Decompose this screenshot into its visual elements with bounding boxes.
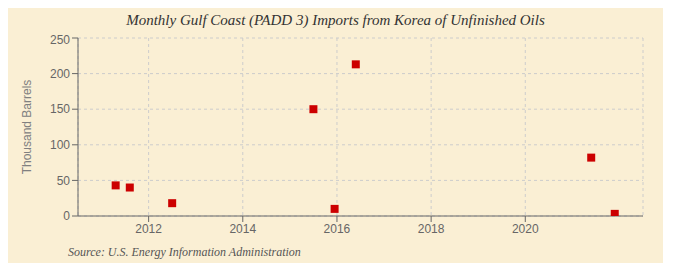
svg-text:100: 100 bbox=[50, 138, 70, 152]
svg-text:0: 0 bbox=[63, 209, 70, 223]
svg-text:2016: 2016 bbox=[324, 222, 351, 236]
svg-text:2020: 2020 bbox=[512, 222, 539, 236]
svg-text:50: 50 bbox=[57, 174, 71, 188]
html-text:Source: U.S. Energy Informatio: Source: U.S. Energy Information Administ… bbox=[68, 245, 301, 259]
svg-text:250: 250 bbox=[50, 33, 70, 47]
svg-text:200: 200 bbox=[50, 67, 70, 81]
svg-text:150: 150 bbox=[50, 102, 70, 116]
svg-text:2014: 2014 bbox=[229, 222, 256, 236]
html-text:Monthly Gulf Coast (PADD 3) Im: Monthly Gulf Coast (PADD 3) Imports from… bbox=[126, 12, 545, 28]
svg-text:Thousand Barrels: Thousand Barrels bbox=[20, 80, 34, 175]
svg-text:2018: 2018 bbox=[418, 222, 445, 236]
svg-text:2012: 2012 bbox=[135, 222, 162, 236]
